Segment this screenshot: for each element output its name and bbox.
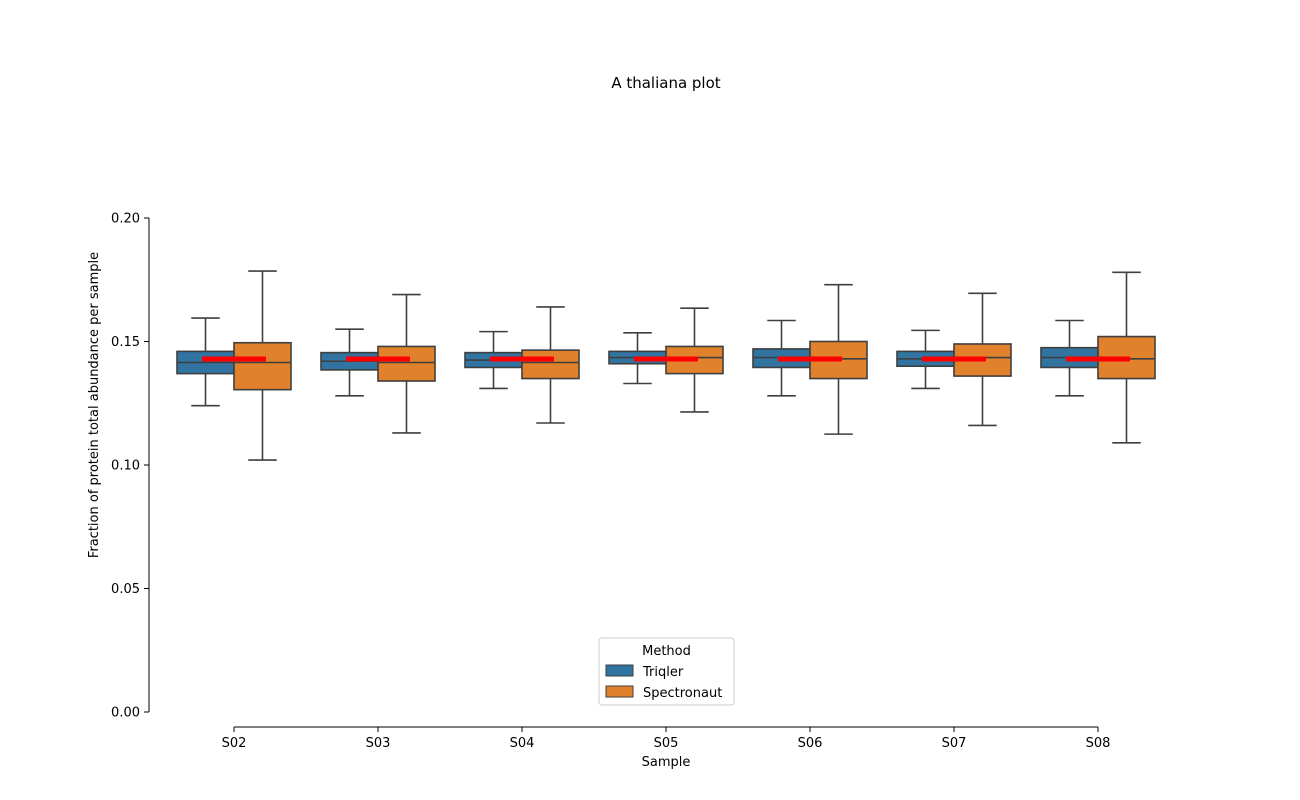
box-series xyxy=(176,270,1156,461)
y-axis: 0.00 0.05 0.10 0.15 0.20 xyxy=(111,212,150,721)
x-tick-label: S04 xyxy=(510,736,535,751)
x-tick-label: S07 xyxy=(942,736,967,751)
x-tick-label: S08 xyxy=(1086,736,1111,751)
legend-swatch-spectronaut xyxy=(605,685,634,698)
legend-label-spectronaut: Spectronaut xyxy=(643,686,722,701)
y-tick-label: 0.10 xyxy=(111,459,140,474)
box-triqler-s02 xyxy=(176,317,235,407)
y-tick-label: 0.00 xyxy=(111,706,140,721)
box-spectronaut-s03 xyxy=(377,293,436,434)
legend-label-triqler: Triqler xyxy=(642,665,684,680)
legend: Method Triqler Spectronaut xyxy=(598,637,735,706)
x-tick-label: S02 xyxy=(222,736,247,751)
iqr-box xyxy=(521,349,580,380)
box-spectronaut-s02 xyxy=(233,270,292,461)
x-tick-label: S06 xyxy=(798,736,823,751)
legend-title: Method xyxy=(642,644,691,659)
y-tick-label: 0.15 xyxy=(111,335,140,350)
iqr-box xyxy=(233,341,292,391)
x-axis: S02 S03 S04 S05 S06 S07 S08 xyxy=(222,726,1111,751)
iqr-box xyxy=(377,345,436,382)
box-triqler-s03 xyxy=(320,328,379,397)
chart-title: A thaliana plot xyxy=(611,74,720,92)
y-axis-label: Fraction of protein total abundance per … xyxy=(87,252,102,558)
y-tick-label: 0.20 xyxy=(111,212,140,227)
x-tick-label: S03 xyxy=(366,736,391,751)
y-tick-label: 0.05 xyxy=(111,582,140,597)
x-tick-label: S05 xyxy=(654,736,679,751)
legend-swatch-triqler xyxy=(605,664,634,677)
x-axis-label: Sample xyxy=(642,755,691,770)
box-spectronaut-s04 xyxy=(521,306,580,424)
